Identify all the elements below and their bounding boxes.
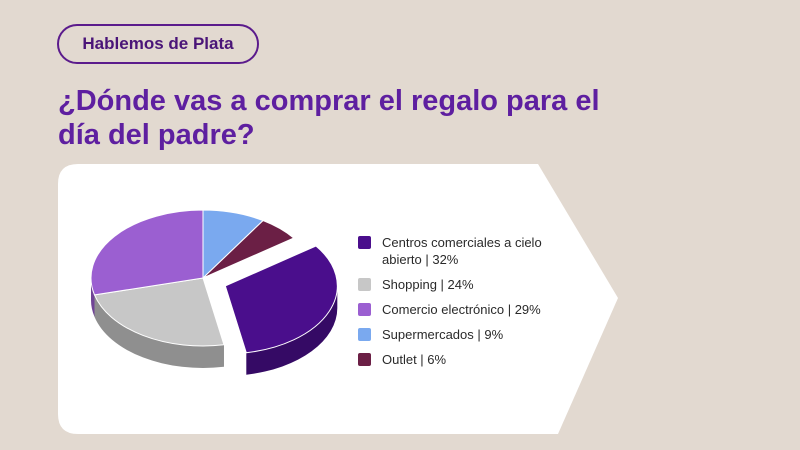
chart-title: ¿Dónde vas a comprar el regalo para el d… — [58, 85, 600, 151]
pie-slice-centros-comerciales-a-cielo-abierto — [224, 245, 338, 354]
legend-label: Outlet | 6% — [382, 352, 447, 367]
brand-badge: Hablemos de Plata — [57, 24, 259, 64]
legend-swatch — [358, 353, 371, 366]
chart-legend: Centros comerciales a cielo abierto | 32… — [358, 234, 588, 376]
legend-swatch — [358, 278, 371, 291]
legend-label: Shopping | 24% — [382, 277, 474, 292]
pie-slice-shopping — [93, 277, 225, 347]
legend-swatch — [358, 236, 371, 249]
legend-item: Centros comerciales a cielo abierto | 32… — [358, 234, 588, 268]
pie-side-centros-comerciales-a-cielo-abierto — [246, 285, 338, 375]
legend-item: Shopping | 24% — [358, 276, 588, 293]
legend-item: Outlet | 6% — [358, 351, 588, 368]
pie-slice-comercio-electr-nico — [90, 209, 204, 296]
legend-label: Supermercados | 9% — [382, 327, 504, 342]
legend-label: Centros comerciales a cielo abierto | 32… — [382, 235, 542, 267]
pie-slice-outlet — [202, 220, 295, 279]
legend-item: Comercio electrónico | 29% — [358, 301, 588, 318]
legend-item: Supermercados | 9% — [358, 326, 588, 343]
legend-swatch — [358, 303, 371, 316]
legend-swatch — [358, 328, 371, 341]
pie-side-shopping — [94, 294, 224, 369]
legend-label: Comercio electrónico | 29% — [382, 302, 541, 317]
